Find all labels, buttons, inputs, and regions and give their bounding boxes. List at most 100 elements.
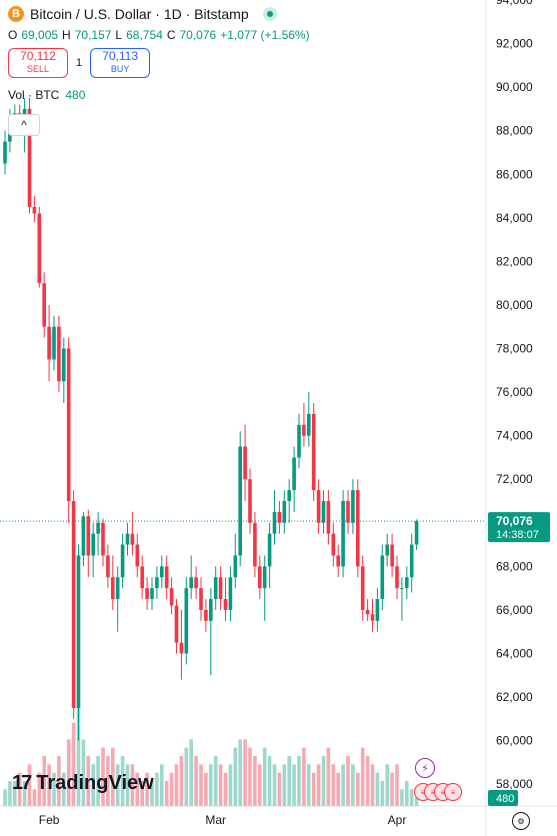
volume-bar <box>37 772 42 806</box>
volume-bar <box>145 772 149 806</box>
candle-body <box>253 522 257 567</box>
candle-body <box>125 533 130 545</box>
market-status-icon[interactable] <box>262 7 277 21</box>
volume-bar <box>297 756 301 806</box>
candle-body <box>341 501 345 567</box>
y-tick-label: 92,000 <box>496 37 533 51</box>
volume-bar <box>52 772 56 806</box>
y-tick-label: 78,000 <box>496 342 533 356</box>
economic-events[interactable]: ≡ ≡ ≡ ≡ <box>414 783 462 801</box>
candle-body <box>66 348 71 502</box>
volume-bar <box>13 781 17 806</box>
tradingview-logo[interactable]: 17 TradingView <box>12 772 154 795</box>
y-tick-label: 94,000 <box>496 0 533 7</box>
candle-body <box>52 326 56 360</box>
candle-body <box>238 446 242 556</box>
ohlc-legend: O 69,005 H 70,157 L 68,754 C 70,076 +1,077 (… <box>8 28 310 42</box>
candle-body <box>169 588 174 606</box>
volume-tag-label: 480 <box>496 793 514 805</box>
candle-body <box>213 577 218 600</box>
low-value: 68,754 <box>126 28 163 42</box>
candle-body <box>351 490 355 523</box>
volume-bar <box>321 756 326 806</box>
lightning-icon[interactable]: ⚡ <box>415 758 435 778</box>
candle-body <box>204 609 208 621</box>
gear-icon[interactable]: ⚙ <box>512 812 530 830</box>
candle-body <box>405 577 409 589</box>
volume-bar <box>233 747 238 806</box>
candle-body <box>223 599 228 610</box>
volume-bar <box>42 756 46 806</box>
candle-body <box>272 511 277 534</box>
volume-bar <box>336 772 340 806</box>
volume-bar <box>86 756 91 806</box>
y-tick-label: 76,000 <box>496 385 533 399</box>
candle-body <box>57 326 61 382</box>
volume-bar <box>71 722 76 806</box>
trade-buttons: 70,112 SELL 1 70,113 BUY <box>8 48 310 78</box>
volume-bar <box>160 764 164 806</box>
sell-label: SELL <box>26 64 50 74</box>
volume-bar <box>111 747 115 806</box>
y-tick-label: 82,000 <box>496 254 533 268</box>
candle-body <box>101 522 105 556</box>
y-tick-label: 64,000 <box>496 647 533 661</box>
volume-bar <box>57 756 61 806</box>
volume-bar <box>174 764 179 806</box>
buy-button[interactable]: 70,113 BUY <box>90 48 151 78</box>
volume-bar <box>213 756 218 806</box>
volume-bar <box>292 764 296 806</box>
volume-bar <box>341 764 345 806</box>
volume-bar <box>258 764 262 806</box>
candle-body <box>62 348 66 382</box>
candle-body <box>316 490 321 523</box>
sell-button[interactable]: 70,112 SELL <box>8 48 68 78</box>
candle-body <box>311 413 316 491</box>
volume-label: Vol · BTC <box>8 88 60 102</box>
last-price-tag <box>488 512 550 543</box>
candle-body <box>150 588 154 600</box>
y-tick-label: 58,000 <box>496 777 533 791</box>
candle-body <box>321 501 326 523</box>
candle-body <box>282 501 287 523</box>
candle-body <box>385 544 389 556</box>
candle-body <box>120 544 125 578</box>
buy-price: 70,113 <box>102 49 139 63</box>
y-tick-label: 86,000 <box>496 167 533 181</box>
candle-body <box>331 533 336 556</box>
us-flag-icon[interactable]: ≡ <box>444 783 462 801</box>
symbol-title-row[interactable]: B Bitcoin / U.S. Dollar · 1D · Bitstamp <box>8 6 310 22</box>
volume-bar <box>287 756 291 806</box>
candle-body <box>42 283 46 327</box>
candle-body <box>380 555 385 600</box>
candle-body <box>130 533 135 545</box>
bitcoin-icon: B <box>8 6 24 22</box>
candle-body <box>233 555 238 578</box>
candle-body <box>135 544 140 567</box>
candle-body <box>370 614 375 621</box>
candle-body <box>32 206 37 214</box>
candle-body <box>258 566 262 589</box>
volume-value: 480 <box>65 88 86 102</box>
volume-bar <box>184 747 189 806</box>
candle-body <box>292 457 296 491</box>
candle-body <box>248 479 252 523</box>
candle-body <box>189 577 193 589</box>
volume-bar <box>346 756 350 806</box>
close-label: C <box>166 28 176 42</box>
candle-body <box>199 588 203 610</box>
y-tick-label: 90,000 <box>496 80 533 94</box>
candle-body <box>174 605 179 643</box>
chevron-up-icon[interactable]: ^ <box>8 114 40 136</box>
volume-bar <box>169 772 174 806</box>
volume-bar <box>66 739 71 806</box>
candle-body <box>409 544 414 578</box>
volume-legend[interactable]: Vol · BTC 480 <box>8 88 310 102</box>
candle-body <box>375 599 380 621</box>
tradingview-mark: 17 <box>12 772 32 794</box>
volume-bar <box>189 739 193 806</box>
volume-bar <box>360 747 365 806</box>
volume-bar <box>101 747 105 806</box>
symbol-title[interactable]: Bitcoin / U.S. Dollar · 1D · Bitstamp <box>30 6 249 22</box>
